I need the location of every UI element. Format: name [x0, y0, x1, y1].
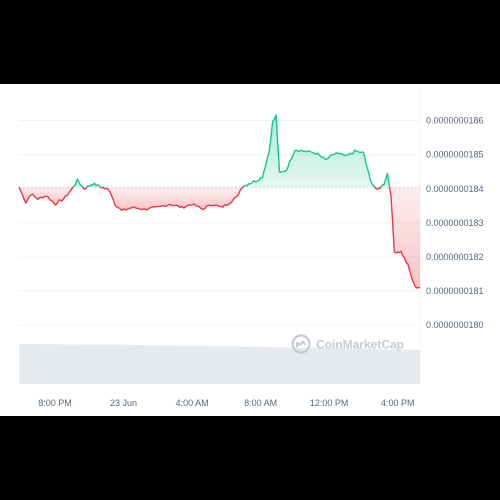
x-tick-label: 4:00 PM: [381, 398, 415, 408]
area-down-5: [100, 187, 244, 211]
line-segment-down-3: [82, 186, 88, 190]
price-line-up: [72, 114, 391, 188]
line-segment-up-2: [72, 178, 84, 188]
price-chart[interactable]: CoinMarketCap 0.00000001860.00000001850.…: [0, 84, 500, 416]
price-line-down: [18, 186, 421, 289]
y-tick-label: 0.0000000183: [426, 218, 484, 228]
x-axis-ticks: 8:00 PM 23 Jun 4:00 AM 8:00 AM 12:00 PM 4:00 …: [38, 398, 414, 408]
watermark: CoinMarketCap: [291, 334, 404, 354]
area-fill-up: [73, 114, 390, 188]
x-tick-label: 12:00 PM: [310, 398, 349, 408]
y-tick-label: 0.0000000181: [426, 286, 484, 296]
line-segment-down-1: [18, 186, 74, 206]
chart-panel: CoinMarketCap 0.0000000186 0.0000000185 0.…: [0, 84, 500, 416]
y-tick-label: 0.0000000185: [426, 150, 484, 160]
x-tick-label: 4:00 AM: [176, 398, 209, 408]
line-segment-down-7: [374, 186, 382, 190]
y-tick-label: 0.0000000184: [426, 184, 484, 194]
line-segment-up-8: [380, 172, 391, 188]
y-tick-label: 0.0000000186: [426, 116, 484, 126]
area-down-9: [389, 187, 420, 288]
y-axis-ticks: 0.0000000186 0.0000000185 0.0000000184 0.00…: [426, 116, 484, 330]
y-tick-label: 0.0000000182: [426, 252, 484, 262]
volume-area: [19, 344, 420, 384]
area-fill-down: [19, 187, 420, 288]
x-tick-label: 8:00 AM: [244, 398, 277, 408]
line-segment-up-6: [242, 114, 376, 188]
coinmarketcap-logo-icon: [291, 334, 311, 354]
line-segment-up-4: [86, 182, 101, 188]
line-segment-down-9: [388, 186, 421, 289]
x-tick-label: 23 Jun: [110, 398, 137, 408]
x-tick-label: 8:00 PM: [38, 398, 72, 408]
watermark-text: CoinMarketCap: [316, 338, 404, 352]
line-segment-down-5: [99, 186, 244, 212]
y-tick-label: 0.0000000180: [426, 320, 484, 330]
